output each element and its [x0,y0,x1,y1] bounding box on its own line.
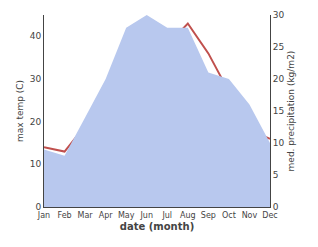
svg-text:30: 30 [273,10,285,20]
svg-text:15: 15 [273,106,284,116]
svg-text:20: 20 [273,74,285,84]
svg-text:Oct: Oct [222,211,236,220]
svg-text:5: 5 [273,170,279,180]
svg-text:10: 10 [30,159,42,169]
svg-text:40: 40 [30,31,42,41]
svg-text:May: May [118,211,135,220]
svg-text:Nov: Nov [242,211,258,220]
svg-text:0: 0 [35,202,41,212]
svg-text:0: 0 [273,202,279,212]
svg-text:Mar: Mar [78,211,94,220]
svg-text:Feb: Feb [57,211,71,220]
svg-text:max temp (C): max temp (C) [15,80,25,142]
svg-text:Apr: Apr [99,211,114,220]
svg-text:Jun: Jun [139,211,153,220]
svg-text:Sep: Sep [201,211,216,220]
svg-text:Jan: Jan [37,211,50,220]
svg-text:30: 30 [30,74,42,84]
svg-text:25: 25 [273,42,284,52]
svg-text:Dec: Dec [262,211,277,220]
svg-text:Jul: Jul [161,211,172,220]
svg-text:20: 20 [30,117,42,127]
svg-text:10: 10 [273,138,285,148]
svg-text:Aug: Aug [180,211,196,220]
svg-text:date (month): date (month) [120,221,194,232]
svg-text:med. precipitation (kg/m2): med. precipitation (kg/m2) [286,51,296,172]
